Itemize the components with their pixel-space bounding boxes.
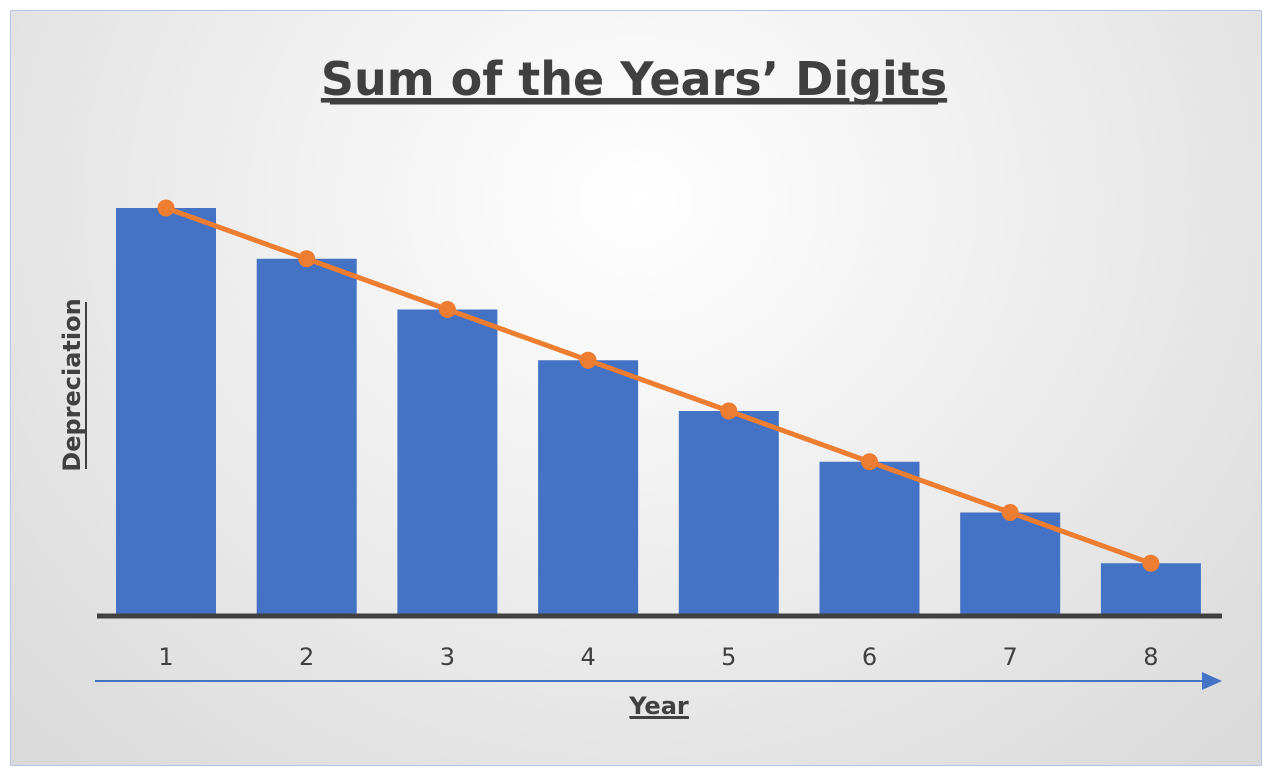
- bar-year-1: [116, 208, 216, 614]
- x-tick-label: 3: [440, 643, 455, 671]
- x-axis-label: Year: [628, 692, 689, 720]
- x-tick-label: 6: [862, 643, 877, 671]
- line-point-year-1: [157, 199, 175, 217]
- y-axis-label: Depreciation: [58, 298, 86, 471]
- x-tick-label: 5: [721, 643, 736, 671]
- line-point-year-3: [438, 301, 456, 318]
- x-tick-label: 4: [580, 643, 595, 671]
- trend-line: [163, 205, 1154, 566]
- line-point-year-6: [861, 453, 878, 471]
- bar-year-7: [960, 512, 1061, 614]
- arrow-head-icon: [1202, 672, 1222, 690]
- line-point-year-4: [579, 351, 597, 369]
- x-tick-label: 2: [299, 643, 314, 671]
- x-tick-label: 7: [1003, 643, 1018, 671]
- bar-year-3: [397, 309, 498, 614]
- bar-year-4: [538, 360, 639, 614]
- line-point-year-5: [720, 402, 738, 420]
- bar-year-6: [819, 461, 920, 614]
- x-tick-label: 1: [158, 643, 173, 671]
- line-point-year-8: [1142, 554, 1160, 572]
- line-point-year-2: [298, 250, 316, 268]
- line-point-year-7: [1001, 504, 1019, 521]
- x-tick-label: 8: [1143, 643, 1158, 671]
- chart-title: Sum of the Years’ Digits: [321, 52, 947, 106]
- bar-year-2: [256, 258, 357, 614]
- bar-year-5: [678, 411, 779, 614]
